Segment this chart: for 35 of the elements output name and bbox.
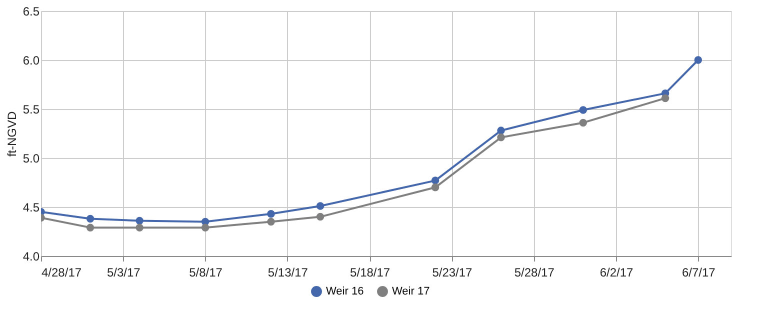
x-tick-label: 5/23/17 [432, 266, 473, 280]
point [86, 224, 94, 232]
x-tick-label: 5/13/17 [268, 266, 308, 280]
x-tick-label: 5/8/17 [189, 266, 223, 280]
x-tick-label: 5/18/17 [350, 266, 390, 280]
point [136, 216, 144, 225]
x-tick-label: 6/2/17 [600, 266, 634, 280]
y-tick-label: 4.0 [22, 250, 40, 264]
y-tick-label: 6.0 [22, 54, 40, 68]
y-tick-label: 5.0 [22, 152, 40, 166]
point [497, 134, 505, 142]
point [86, 214, 94, 223]
point [661, 94, 670, 102]
x-tick-label: 4/28/17 [42, 266, 82, 280]
y-tick-label: 4.5 [22, 200, 40, 214]
point [431, 176, 440, 184]
x-tick-label: 5/3/17 [106, 266, 141, 280]
x-tick-label: 6/7/17 [682, 266, 716, 280]
point [579, 118, 588, 127]
y-tick-label: 5.5 [22, 102, 40, 116]
point [136, 224, 144, 232]
point [694, 56, 702, 64]
legend-label: Weir 16 [326, 286, 364, 298]
point [316, 212, 324, 221]
legend-label: Weir 17 [392, 286, 430, 298]
y-tick-label: 6.5 [22, 4, 40, 18]
point [267, 218, 275, 226]
point [267, 210, 275, 218]
point [316, 202, 324, 210]
x-tick-label: 5/28/17 [514, 266, 555, 280]
point [201, 224, 210, 232]
y-axis-title: ft-NGVD [4, 111, 19, 157]
point [579, 106, 588, 114]
point [431, 184, 440, 192]
point [497, 126, 505, 134]
